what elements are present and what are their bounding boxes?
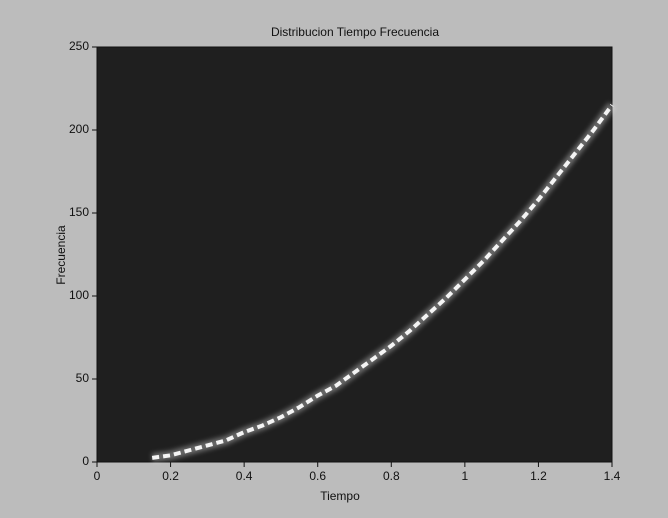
y-tick-label: 200 bbox=[69, 122, 89, 136]
chart-title: Distribucion Tiempo Frecuencia bbox=[271, 25, 439, 39]
x-tick-label: 1 bbox=[462, 469, 469, 483]
series-line bbox=[151, 103, 614, 460]
x-tick-label: 1.2 bbox=[530, 469, 547, 483]
x-axis-label: Tiempo bbox=[320, 489, 360, 503]
y-tick-label: 100 bbox=[69, 288, 89, 302]
x-tick-label: 0 bbox=[94, 469, 101, 483]
y-tick-label: 150 bbox=[69, 205, 89, 219]
y-tick-label: 0 bbox=[82, 454, 89, 468]
y-tick-label: 250 bbox=[69, 39, 89, 53]
x-tick-label: 0.4 bbox=[236, 469, 253, 483]
x-tick-label: 1.4 bbox=[604, 469, 621, 483]
y-tick-label: 50 bbox=[76, 371, 90, 385]
x-tick-label: 0.8 bbox=[383, 469, 400, 483]
y-axis-label: Frecuencia bbox=[54, 225, 68, 285]
x-tick-label: 0.2 bbox=[162, 469, 179, 483]
plot-area bbox=[96, 46, 613, 463]
x-tick-label: 0.6 bbox=[309, 469, 326, 483]
